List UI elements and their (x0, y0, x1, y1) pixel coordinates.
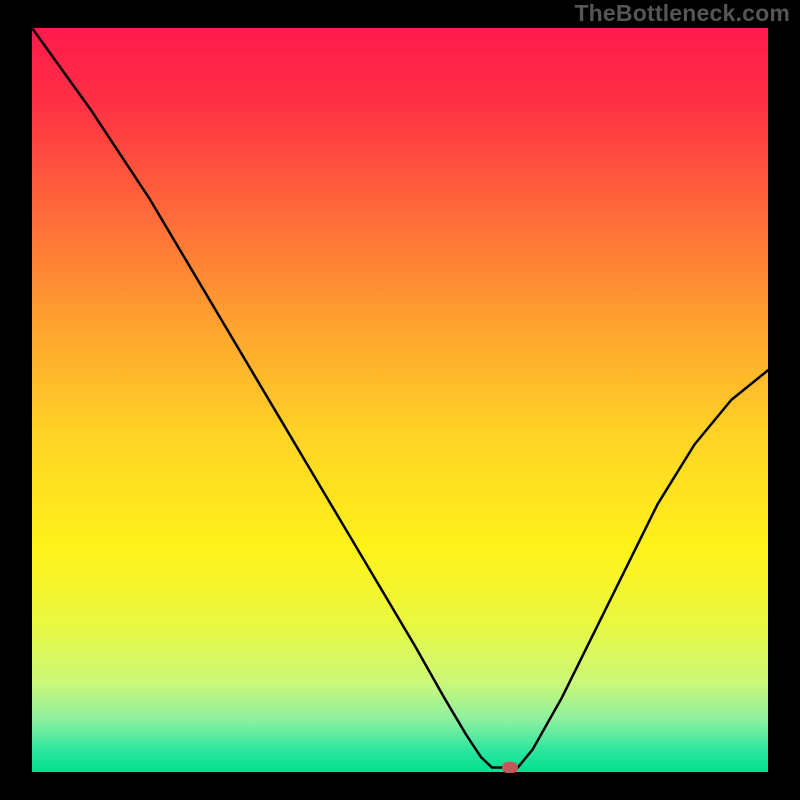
minimum-marker (502, 762, 518, 772)
chart-frame: TheBottleneck.com (0, 0, 800, 800)
plot-background (32, 28, 768, 772)
watermark-text: TheBottleneck.com (574, 0, 790, 27)
bottleneck-curve (32, 28, 768, 772)
plot-area (32, 28, 768, 772)
